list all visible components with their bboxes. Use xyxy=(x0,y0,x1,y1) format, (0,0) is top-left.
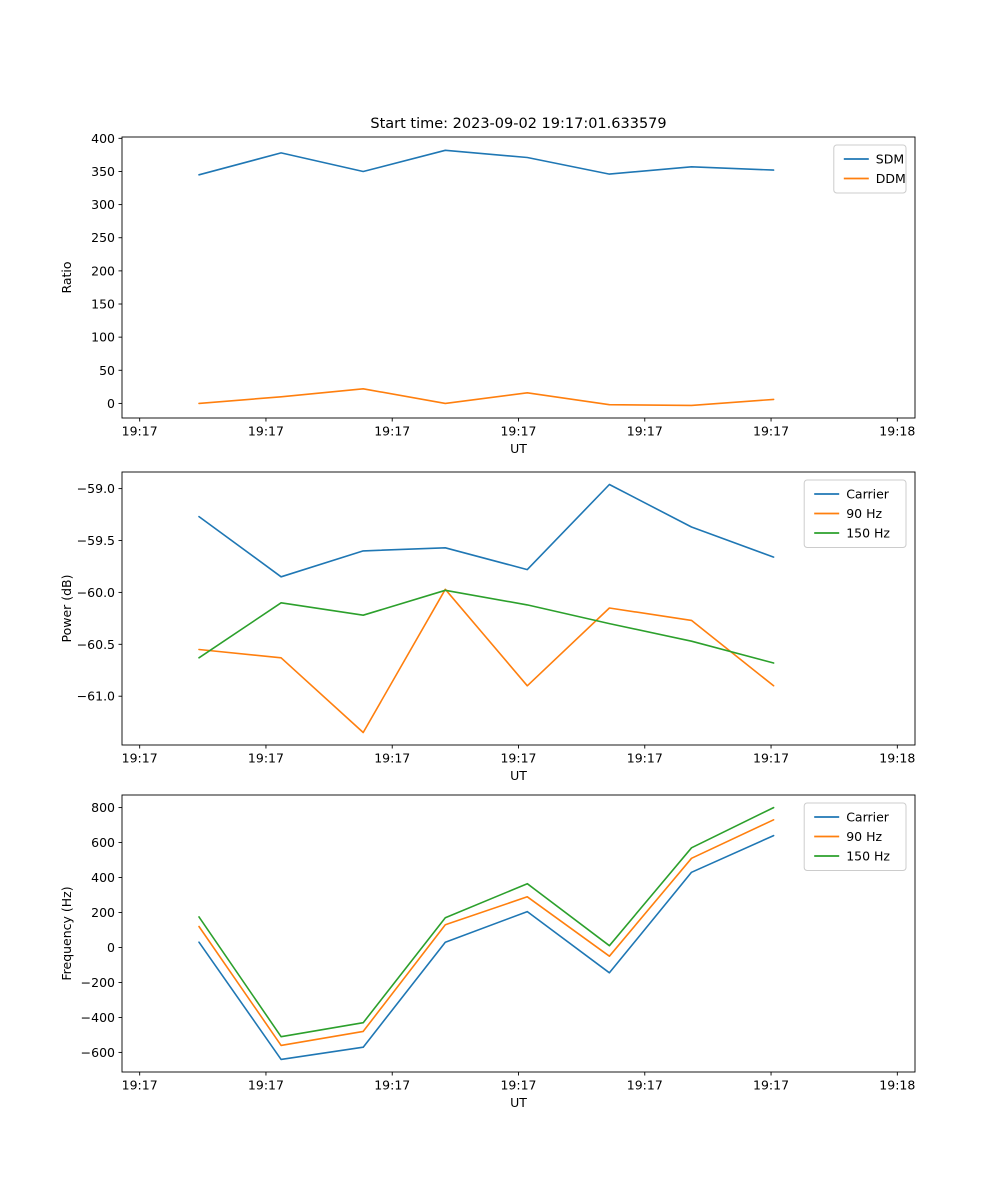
legend-label-carrier: Carrier xyxy=(846,810,890,825)
y-tick-label: −600 xyxy=(81,1045,115,1060)
y-tick-label: −60.5 xyxy=(77,637,115,652)
subplot-frequency: 19:17 19:17 19:17 19:17 19:17 19:17 19:18 −600 −… xyxy=(59,794,916,1110)
legend-label-carrier: Carrier xyxy=(846,487,890,502)
x-tick-label: 19:17 xyxy=(627,751,663,766)
y-tick-label: 300 xyxy=(91,197,115,212)
y-axis-label: Ratio xyxy=(59,261,74,293)
y-tick-label: 400 xyxy=(91,870,115,885)
x-tick-label: 19:17 xyxy=(500,1078,536,1093)
y-tick-label: −59.5 xyxy=(77,533,115,548)
axes-frame xyxy=(121,136,916,419)
y-tick-label: 350 xyxy=(91,164,115,179)
x-tick-label: 19:18 xyxy=(879,1078,915,1093)
y-axis-label: Power (dB) xyxy=(59,574,74,642)
y-tick-label: 0 xyxy=(107,940,115,955)
legend-label-ddm: DDM xyxy=(876,171,906,186)
y-tick-label: 0 xyxy=(107,396,115,411)
axes-frame xyxy=(121,471,916,746)
legend: Carrier 90 Hz 150 Hz xyxy=(803,802,907,871)
x-tick-label: 19:18 xyxy=(879,424,915,439)
x-tick-label: 19:17 xyxy=(248,751,284,766)
line-series-90-hz xyxy=(198,588,775,734)
legend-box xyxy=(803,802,907,871)
x-tick-label: 19:18 xyxy=(879,751,915,766)
x-tick-label: 19:17 xyxy=(122,751,158,766)
x-tick-label: 19:17 xyxy=(122,1078,158,1093)
x-tick-label: 19:17 xyxy=(627,1078,663,1093)
legend: Carrier 90 Hz 150 Hz xyxy=(803,479,907,548)
legend-label-150-hz: 150 Hz xyxy=(846,849,890,864)
y-tick-label: 200 xyxy=(91,905,115,920)
line-series-90-hz xyxy=(198,818,775,1047)
y-tick-label: −400 xyxy=(81,1010,115,1025)
x-tick-label: 19:17 xyxy=(500,424,536,439)
y-tick-label: 50 xyxy=(99,363,115,378)
y-tick-label: 400 xyxy=(91,131,115,146)
x-tick-label: 19:17 xyxy=(753,1078,789,1093)
x-axis-label: UT xyxy=(510,768,527,783)
x-tick-label: 19:17 xyxy=(753,424,789,439)
line-series-sdm xyxy=(198,149,775,176)
legend-label-sdm: SDM xyxy=(876,152,904,167)
x-tick-label: 19:17 xyxy=(248,1078,284,1093)
y-tick-label: 200 xyxy=(91,263,115,278)
legend-label-90-hz: 90 Hz xyxy=(846,829,882,844)
y-tick-label: 600 xyxy=(91,835,115,850)
y-tick-label: 150 xyxy=(91,297,115,312)
line-series-carrier xyxy=(198,483,775,578)
legend-label-150-hz: 150 Hz xyxy=(846,526,890,541)
x-tick-label: 19:17 xyxy=(753,751,789,766)
x-tick-label: 19:17 xyxy=(374,1078,410,1093)
y-tick-label: 250 xyxy=(91,230,115,245)
line-series-150-hz xyxy=(198,589,775,664)
x-tick-label: 19:17 xyxy=(374,424,410,439)
line-series-carrier xyxy=(198,834,775,1061)
y-tick-label: 800 xyxy=(91,800,115,815)
line-series-ddm xyxy=(198,387,775,407)
legend-label-90-hz: 90 Hz xyxy=(846,506,882,521)
legend: SDM DDM xyxy=(833,144,907,194)
y-tick-label: −200 xyxy=(81,975,115,990)
x-tick-label: 19:17 xyxy=(122,424,158,439)
legend-box xyxy=(803,479,907,548)
y-tick-label: 100 xyxy=(91,330,115,345)
y-tick-label: −61.0 xyxy=(77,689,115,704)
subplot-power: 19:17 19:17 19:17 19:17 19:17 19:17 19:18 −61.0… xyxy=(59,471,916,783)
x-tick-label: 19:17 xyxy=(374,751,410,766)
line-series-150-hz xyxy=(198,806,775,1038)
legend-box xyxy=(833,144,907,194)
x-tick-label: 19:17 xyxy=(500,751,536,766)
x-axis-label: UT xyxy=(510,441,527,456)
figure-title: Start time: 2023-09-02 19:17:01.633579 xyxy=(370,116,666,132)
x-tick-label: 19:17 xyxy=(248,424,284,439)
y-tick-label: −59.0 xyxy=(77,481,115,496)
x-tick-label: 19:17 xyxy=(627,424,663,439)
subplot-ratio: 19:17 19:17 19:17 19:17 19:17 19:17 19:18 0 50 10… xyxy=(59,116,916,456)
y-tick-label: −60.0 xyxy=(77,585,115,600)
axes-frame xyxy=(121,794,916,1073)
x-axis-label: UT xyxy=(510,1095,527,1110)
y-axis-label: Frequency (Hz) xyxy=(59,886,74,980)
